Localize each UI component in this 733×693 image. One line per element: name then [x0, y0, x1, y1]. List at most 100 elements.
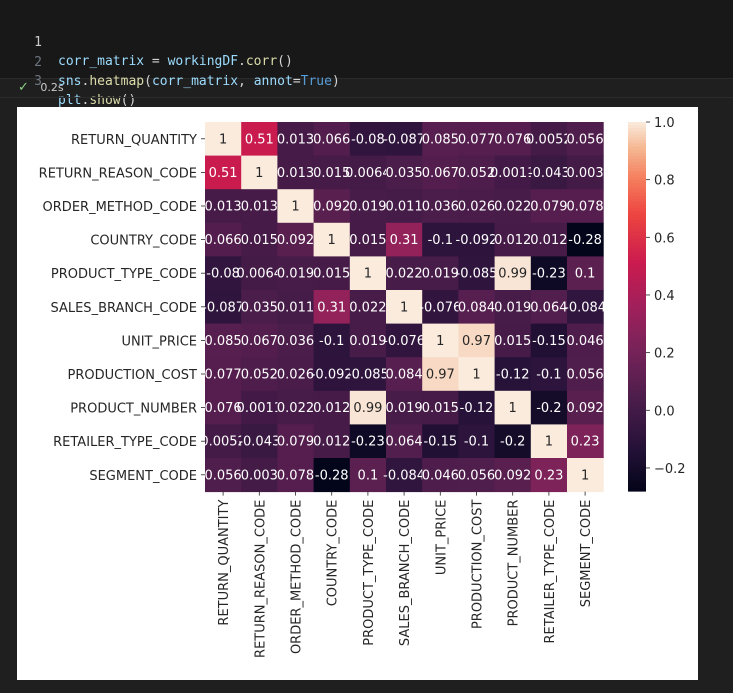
cell-annotation: 1: [328, 233, 336, 248]
heatmap-cell: [277, 390, 315, 425]
heatmap-cell: [349, 222, 387, 257]
cell-annotation: 0.066: [313, 132, 350, 147]
cell-annotation: 0.022: [385, 267, 422, 282]
heatmap-cell: [313, 323, 351, 358]
heatmap-cell: [205, 189, 242, 224]
colorbar-segment: [628, 407, 646, 412]
colorbar-segment: [628, 128, 646, 132]
heatmap-cell: [241, 323, 278, 358]
cell-annotation: 0.97: [462, 334, 491, 349]
colorbar-segment: [628, 411, 646, 415]
heatmap-cell: [386, 323, 423, 358]
cell-annotation: 0.011: [277, 300, 314, 315]
cell-annotation: 0.019: [349, 200, 386, 215]
cell-annotation: 0.084: [385, 368, 422, 383]
x-tick-label: RETAILER_TYPE_CODE: [543, 500, 558, 644]
heatmap-cell: [241, 458, 278, 493]
heatmap-cell: [422, 390, 459, 425]
cell-annotation: 0.046: [566, 334, 603, 349]
heatmap-cell: [458, 357, 496, 392]
cell-annotation: -0.08: [351, 132, 385, 147]
cell-annotation: -0.085: [347, 368, 389, 383]
cell-annotation: 1: [400, 300, 408, 315]
colorbar-segment: [628, 423, 646, 428]
colorbar-segment: [628, 211, 646, 215]
cell-annotation: 0.0052: [526, 132, 572, 147]
heatmap-cell: [386, 290, 423, 325]
cell-annotation: 0.077: [458, 132, 495, 147]
cell-annotation: 0.026: [277, 368, 314, 383]
colorbar-segment: [628, 487, 646, 492]
colorbar-segment: [628, 217, 646, 222]
colorbar-segment: [628, 275, 646, 280]
colorbar-segment: [628, 398, 646, 403]
heatmap-cell: [386, 390, 423, 425]
cell-annotation: -0.1: [319, 334, 344, 349]
heatmap-cell: [458, 122, 496, 157]
heatmap-cell: [494, 189, 532, 224]
colorbar-segment: [628, 475, 646, 480]
y-tick-label: UNIT_PRICE: [121, 334, 197, 349]
cell-annotation: 0.013: [277, 132, 314, 147]
colorbar-segment: [628, 195, 646, 200]
heatmap-cell: [458, 424, 496, 459]
x-tick-label: PRODUCT_TYPE_CODE: [362, 500, 377, 646]
colorbar-segment: [628, 380, 646, 384]
check-icon: ✓: [18, 80, 29, 95]
code-token: corr_matrix: [58, 54, 145, 69]
cell-annotation: -0.084: [383, 468, 425, 483]
colorbar-segment: [628, 251, 646, 255]
code-token: (: [144, 74, 152, 89]
colorbar-segment: [628, 358, 646, 363]
code-token: sns: [58, 74, 82, 89]
colorbar-segment: [628, 432, 646, 437]
code-token: (): [120, 93, 137, 108]
colorbar-segment: [628, 349, 646, 354]
heatmap-cell: [205, 222, 242, 257]
x-tick-label: ORDER_METHOD_CODE: [290, 500, 305, 654]
colorbar-tick-label: −0.2: [654, 462, 686, 477]
colorbar-tick-label: 0.8: [654, 174, 675, 189]
cell-annotation: 0.51: [209, 166, 238, 181]
heatmap-cell: [313, 290, 351, 325]
colorbar-segment: [628, 183, 646, 188]
colorbar-segment: [628, 328, 646, 332]
cell-annotation: -0.28: [568, 233, 602, 248]
cell-annotation: 0.052: [458, 166, 495, 181]
cell-annotation: 0.1: [575, 267, 596, 282]
cell-annotation: -0.084: [564, 300, 606, 315]
heatmap-cell: [277, 458, 315, 493]
heatmap-cell: [494, 222, 532, 257]
colorbar-segment: [628, 438, 646, 443]
colorbar-segment: [628, 312, 646, 317]
colorbar-segment: [628, 426, 646, 431]
heatmap-cell: [386, 256, 423, 291]
cell-annotation: 1: [472, 368, 480, 383]
colorbar-segment: [628, 383, 646, 388]
heatmap-cell: [567, 290, 604, 325]
execution-status: ✓ 0.2s: [18, 80, 64, 96]
colorbar-segment: [628, 248, 646, 252]
y-tick-label: SALES_BRANCH_CODE: [50, 301, 197, 316]
colorbar-segment: [628, 417, 646, 421]
code-cell[interactable]: 1 corr_matrix = workingDF.corr() 2 sns.h…: [0, 0, 733, 108]
heatmap-cell: [530, 222, 568, 257]
colorbar-segment: [628, 214, 646, 218]
cell-annotation: 0.052: [241, 368, 278, 383]
heatmap-cell: [494, 390, 532, 425]
colorbar-segment: [628, 232, 646, 237]
heatmap-cell: [567, 222, 604, 257]
heatmap-cell: [349, 122, 387, 157]
code-line: 2 sns.heatmap(corr_matrix, annot=True): [0, 34, 340, 89]
cell-annotation: 0.003: [241, 468, 278, 483]
cell-annotation: 0.013: [241, 200, 278, 215]
cell-annotation: 1: [364, 267, 372, 282]
cell-annotation: 0.076: [204, 401, 241, 416]
colorbar-tick-label: 0.6: [654, 231, 675, 246]
heatmap-cell: [349, 323, 387, 358]
heatmap-cell: [567, 357, 604, 392]
y-tick-label: RETURN_REASON_CODE: [39, 166, 197, 181]
heatmap-cell: [313, 189, 351, 224]
colorbar-segment: [628, 395, 646, 400]
cell-annotation: -0.08: [206, 267, 240, 282]
